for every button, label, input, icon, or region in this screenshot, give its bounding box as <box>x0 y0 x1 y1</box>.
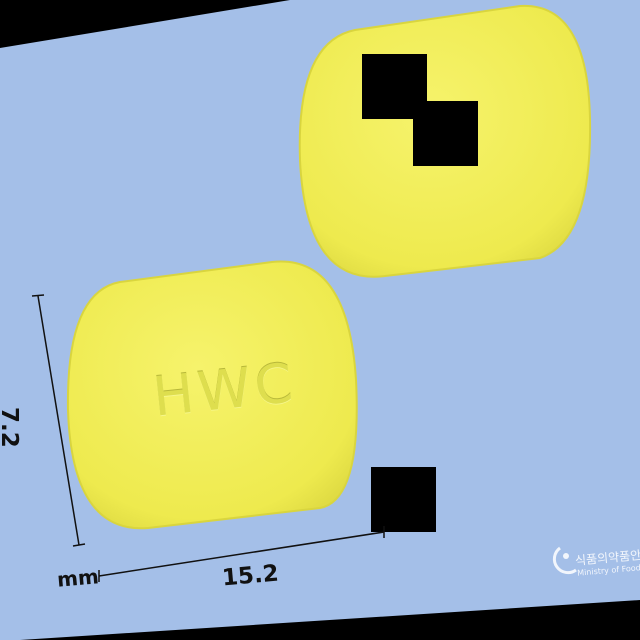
tablet-front <box>66 260 358 530</box>
length-dimension-line <box>98 526 385 582</box>
redaction-block <box>371 467 436 532</box>
width-label: 7.2 <box>0 407 22 448</box>
length-label: 15.2 <box>220 560 280 592</box>
width-dimension-line <box>31 294 86 547</box>
unit-label: mm <box>56 564 100 592</box>
ministry-logo-icon <box>552 546 577 575</box>
redaction-block <box>413 101 478 166</box>
